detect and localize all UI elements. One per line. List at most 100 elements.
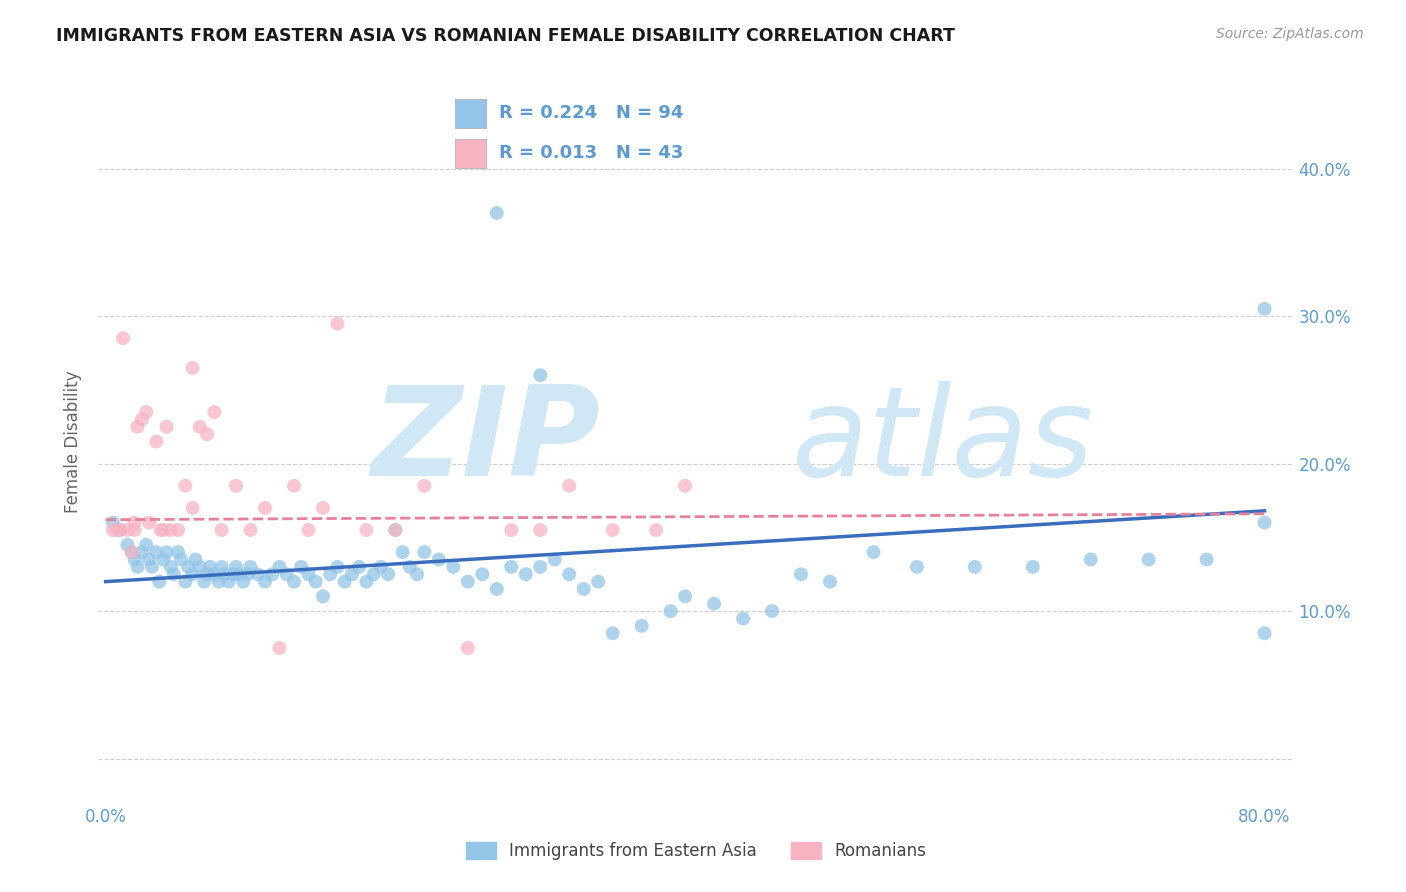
Point [340,567,363,582]
Point [124,516,146,530]
Point [253,574,276,589]
Point [148,574,170,589]
Point [149,523,172,537]
Point [427,552,450,566]
Point [214,567,236,582]
Point [399,560,422,574]
Point [558,479,581,493]
Point [673,479,696,493]
Point [413,479,436,493]
Point [108,523,131,537]
Point [152,552,174,566]
Point [135,538,157,552]
Point [127,560,149,574]
Point [673,590,696,604]
Point [145,434,167,449]
Point [862,545,884,559]
Point [384,523,406,537]
Point [572,582,595,596]
Point [202,405,225,419]
Point [602,523,624,537]
Point [1253,516,1275,530]
Point [558,567,581,582]
Point [326,317,349,331]
Point [370,560,392,574]
Point [501,560,523,574]
Point [269,640,291,655]
Point [253,500,276,515]
Point [630,619,652,633]
Point [188,419,211,434]
Point [645,523,668,537]
Point [905,560,928,574]
Point [441,560,464,574]
Point [1022,560,1045,574]
Text: atlas: atlas [792,381,1094,502]
Point [202,567,225,582]
Point [145,545,167,559]
Point [529,523,551,537]
Point [457,640,479,655]
Text: IMMIGRANTS FROM EASTERN ASIA VS ROMANIAN FEMALE DISABILITY CORRELATION CHART: IMMIGRANTS FROM EASTERN ASIA VS ROMANIAN… [56,27,955,45]
Point [195,427,218,442]
Point [232,574,254,589]
Point [155,419,177,434]
Point [117,523,139,537]
Point [225,560,247,574]
Point [818,574,841,589]
Point [406,567,429,582]
FancyBboxPatch shape [456,139,486,168]
Point [160,523,183,537]
Point [152,523,174,537]
Point [963,560,986,574]
Point [124,523,146,537]
Point [413,545,436,559]
Point [131,412,153,426]
Point [218,574,240,589]
Point [1195,552,1218,566]
Point [188,560,211,574]
Point [262,567,284,582]
Point [195,567,218,582]
Point [105,523,128,537]
Point [198,560,221,574]
Point [731,611,754,625]
Point [141,560,163,574]
Text: Source: ZipAtlas.com: Source: ZipAtlas.com [1216,27,1364,41]
Point [790,567,813,582]
Point [485,206,508,220]
Point [457,574,479,589]
FancyBboxPatch shape [456,99,486,128]
Point [239,523,262,537]
Point [529,368,551,383]
Point [225,479,247,493]
Point [101,523,124,537]
Point [193,574,215,589]
Point [290,560,312,574]
Point [1137,552,1160,566]
Point [276,567,298,582]
Point [138,516,160,530]
Point [211,560,233,574]
Point [391,545,413,559]
Point [659,604,682,618]
Point [138,552,160,566]
Point [761,604,783,618]
Point [485,582,508,596]
Point [703,597,725,611]
Point [228,567,250,582]
Point [1253,626,1275,640]
Point [312,500,335,515]
Point [269,560,291,574]
Legend: Immigrants from Eastern Asia, Romanians: Immigrants from Eastern Asia, Romanians [460,835,932,867]
Point [181,500,204,515]
Point [163,567,186,582]
Point [135,405,157,419]
Point [356,523,378,537]
Point [167,545,190,559]
Point [501,523,523,537]
Point [312,590,335,604]
Point [174,479,197,493]
Point [112,331,135,345]
Point [222,567,245,582]
